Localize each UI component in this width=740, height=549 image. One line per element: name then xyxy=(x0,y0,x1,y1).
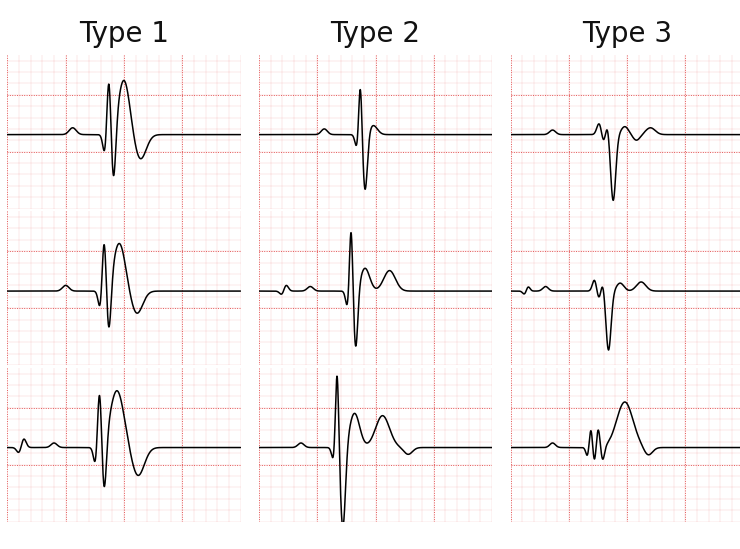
Text: Type 1: Type 1 xyxy=(79,20,169,48)
Text: Type 2: Type 2 xyxy=(331,20,420,48)
Text: Type 3: Type 3 xyxy=(582,20,672,48)
